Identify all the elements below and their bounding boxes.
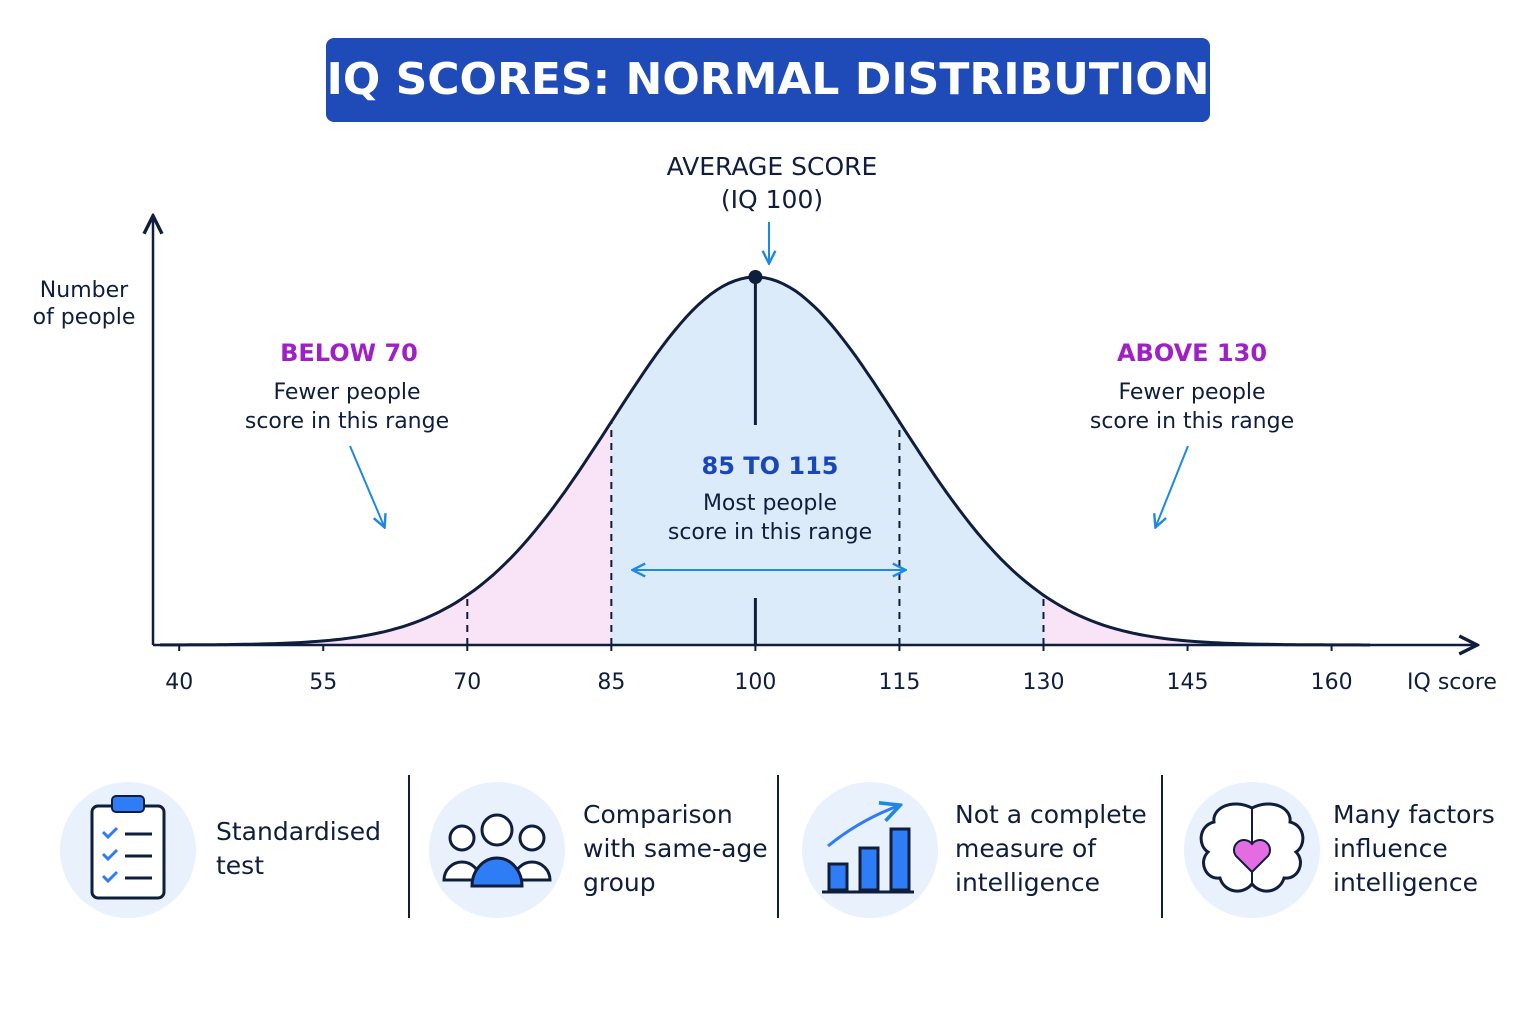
title-box (326, 38, 1210, 122)
feature-text: measure of (955, 834, 1097, 863)
annotation-text: Fewer people (273, 380, 420, 405)
y-label: Number (40, 278, 129, 303)
feature-text: Not a complete (955, 800, 1147, 829)
x-tick-label: 85 (597, 670, 625, 695)
x-tick-label: 115 (878, 670, 920, 695)
annotation-title: 85 TO 115 (702, 452, 839, 480)
x-label: IQ score (1407, 670, 1497, 695)
annotation-arrow (349, 445, 384, 526)
feature-text: Comparison (583, 800, 733, 829)
peak-label: AVERAGE SCORE (667, 152, 878, 181)
feature-text: with same-age (583, 834, 768, 863)
x-tick-label: 100 (734, 670, 776, 695)
curve (160, 275, 1370, 647)
annotation-text: Fewer people (1118, 380, 1265, 405)
x-tick-label: 160 (1311, 670, 1353, 695)
annotation-title: ABOVE 130 (1117, 339, 1267, 367)
feature-text: Many factors (1333, 800, 1495, 829)
highlight-area (611, 277, 1044, 645)
annotation-text: Most people (703, 491, 837, 516)
x-tick-label: 55 (309, 670, 337, 695)
annotation-text: score in this range (668, 520, 872, 545)
y-label: of people (33, 305, 136, 330)
feature-text: intelligence (955, 868, 1100, 897)
plot (160, 270, 1370, 647)
feature-text: intelligence (1333, 868, 1478, 897)
feature-text: Standardised (216, 817, 381, 846)
dividers (408, 775, 1163, 918)
x-tick-label: 145 (1167, 670, 1209, 695)
feature-text: influence (1333, 834, 1448, 863)
x-tick-label: 70 (453, 670, 481, 695)
peak-label: (IQ 100) (721, 185, 823, 214)
annotation-text: score in this range (1090, 409, 1294, 434)
feature-text: group (583, 868, 656, 897)
mean-point (748, 270, 763, 284)
feature-text: test (216, 851, 264, 880)
annotation-arrow (1156, 445, 1189, 526)
features: Standardised test Comparison with same-age g… (216, 800, 1495, 897)
annotation-text: score in this range (245, 409, 449, 434)
feature-icons (60, 782, 1320, 918)
x-tick-label: 40 (165, 670, 193, 695)
annotation-title: BELOW 70 (280, 339, 418, 367)
x-tick-label: 130 (1022, 670, 1064, 695)
chart-title: IQ SCORES: NORMAL DISTRIBUTION (326, 54, 1209, 105)
